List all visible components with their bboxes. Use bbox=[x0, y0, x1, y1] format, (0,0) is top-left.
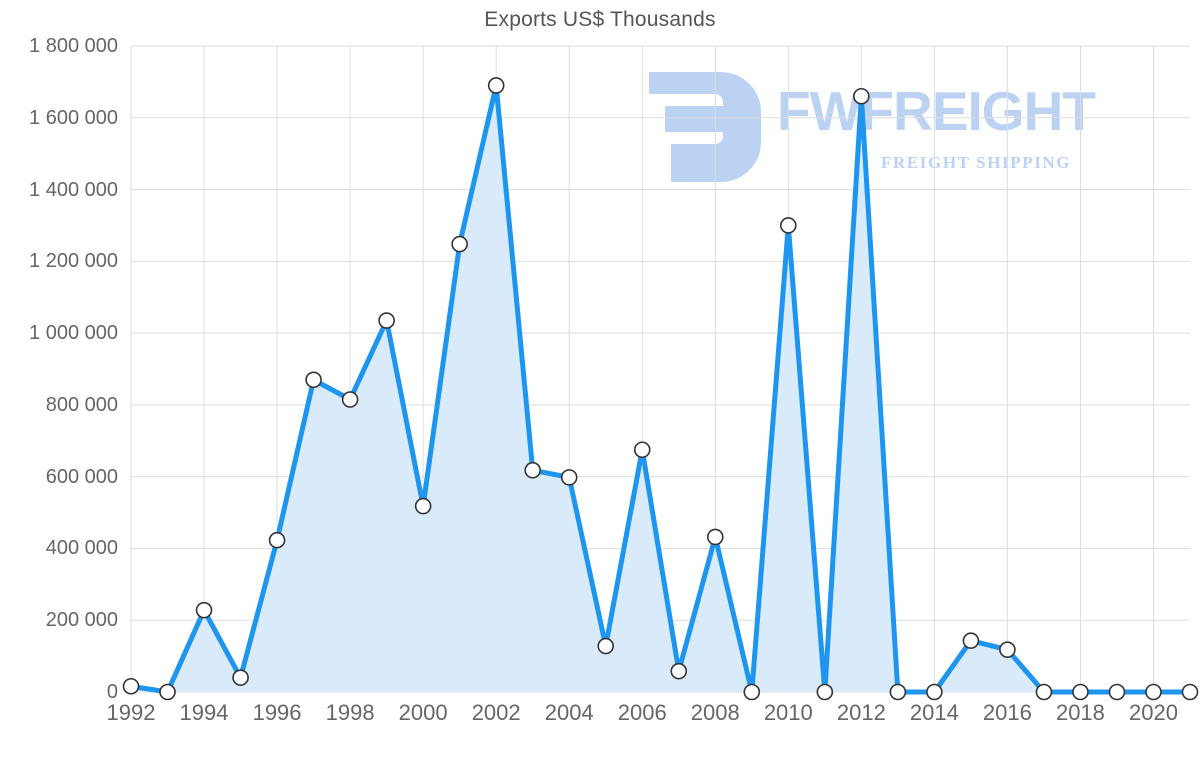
x-axis-tick-label: 1994 bbox=[179, 700, 229, 725]
data-point-marker[interactable] bbox=[706, 528, 724, 546]
data-point-marker[interactable] bbox=[1181, 683, 1199, 701]
data-point-marker[interactable] bbox=[1108, 683, 1126, 701]
data-point-marker[interactable] bbox=[1145, 683, 1162, 701]
x-axis-tick-label: 2014 bbox=[909, 700, 959, 725]
x-axis-tick-label: 2010 bbox=[763, 700, 813, 725]
chart-title: Exports US$ Thousands bbox=[484, 8, 716, 31]
data-point-marker[interactable] bbox=[268, 531, 286, 549]
data-point-marker[interactable] bbox=[305, 371, 322, 389]
y-axis-tick-label: 1 800 000 bbox=[29, 35, 118, 57]
data-point-marker[interactable] bbox=[1035, 683, 1053, 701]
data-point-marker[interactable] bbox=[999, 641, 1016, 658]
data-point-marker[interactable] bbox=[560, 469, 578, 486]
data-point-marker[interactable] bbox=[341, 391, 359, 408]
y-axis-tick-label: 1 200 000 bbox=[29, 250, 118, 273]
data-line bbox=[128, 82, 1193, 695]
y-axis-tick-label: 600 000 bbox=[45, 465, 118, 488]
data-point-marker[interactable] bbox=[122, 677, 140, 695]
x-axis-tick-label: 2006 bbox=[617, 700, 667, 725]
x-axis-tick-label: 2020 bbox=[1128, 700, 1178, 725]
x-axis-tick-label: 1992 bbox=[106, 700, 156, 725]
data-point-marker[interactable] bbox=[670, 662, 688, 680]
data-point-marker[interactable] bbox=[159, 683, 176, 701]
data-point-marker[interactable] bbox=[414, 497, 432, 515]
data-point-marker[interactable] bbox=[524, 461, 541, 479]
y-axis-tick-label: 800 000 bbox=[45, 393, 118, 416]
x-axis-tick-label: 2004 bbox=[544, 700, 594, 725]
data-point-marker[interactable] bbox=[962, 632, 980, 649]
data-point-marker[interactable] bbox=[195, 601, 213, 619]
x-axis-tick-label: 2018 bbox=[1055, 700, 1105, 725]
x-axis-tick-label: 2000 bbox=[398, 700, 448, 725]
x-axis-tick-label: 1996 bbox=[252, 700, 302, 725]
x-axis-tick-label: 2012 bbox=[836, 700, 886, 725]
data-point-marker[interactable] bbox=[816, 683, 834, 701]
data-point-marker[interactable] bbox=[853, 87, 870, 105]
y-axis-tick-label: 0 bbox=[106, 681, 118, 703]
data-point-marker[interactable] bbox=[926, 683, 943, 701]
data-point-markers bbox=[122, 77, 1199, 701]
data-point-marker[interactable] bbox=[1072, 683, 1089, 701]
data-point-marker[interactable] bbox=[451, 235, 468, 253]
data-point-marker[interactable] bbox=[378, 312, 395, 329]
area-fill bbox=[131, 85, 1190, 693]
x-axis-tick-label: 2016 bbox=[982, 700, 1032, 725]
data-point-marker[interactable] bbox=[633, 441, 651, 459]
y-axis-tick-label: 1 000 000 bbox=[29, 322, 118, 345]
x-axis-tick-label: 2008 bbox=[690, 700, 740, 725]
y-axis-tick-label: 1 400 000 bbox=[29, 178, 118, 201]
y-axis-tick-label: 200 000 bbox=[45, 609, 118, 632]
data-point-marker[interactable] bbox=[889, 683, 907, 701]
data-point-marker[interactable] bbox=[232, 669, 249, 686]
y-axis-tick-label: 1 600 000 bbox=[29, 106, 118, 129]
data-point-marker[interactable] bbox=[597, 637, 615, 655]
data-point-marker[interactable] bbox=[487, 77, 505, 94]
data-point-marker[interactable] bbox=[780, 217, 797, 234]
x-axis-tick-label: 1998 bbox=[325, 700, 375, 725]
x-axis-tick-label: 2002 bbox=[471, 700, 521, 725]
y-axis-tick-label: 400 000 bbox=[45, 537, 118, 560]
data-point-marker[interactable] bbox=[743, 683, 761, 701]
